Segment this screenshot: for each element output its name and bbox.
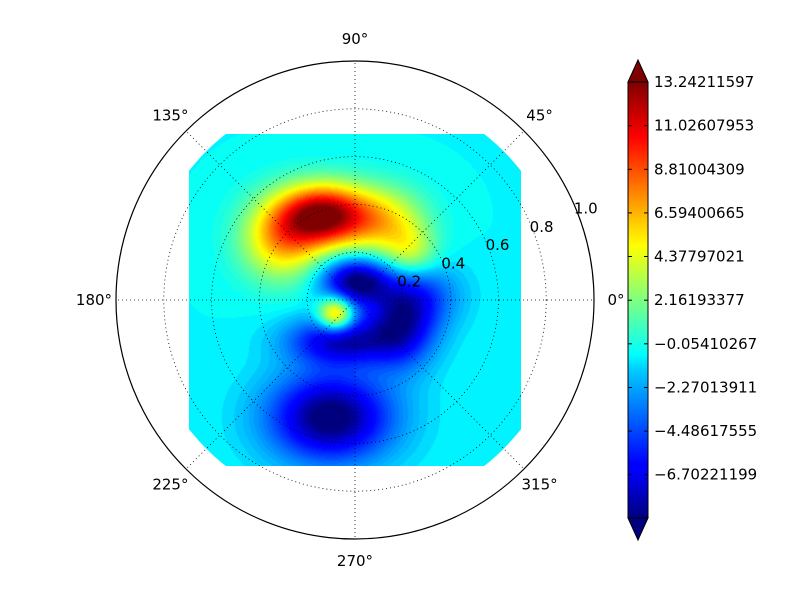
- colorbar-tick-label: −0.05410267: [654, 335, 757, 353]
- theta-tick-label: 315°: [522, 476, 558, 494]
- theta-gridline: [185, 130, 356, 301]
- theta-tick-label: 270°: [337, 552, 373, 570]
- r-tick-label: 0.2: [397, 273, 421, 291]
- r-tick-label: 0.6: [486, 236, 510, 254]
- r-gridline: [258, 203, 451, 396]
- theta-tick-label: 180°: [76, 291, 112, 309]
- theta-gridline: [185, 299, 356, 470]
- colorbar-tick-label: 8.81004309: [654, 160, 745, 178]
- colorbar-tick-label: −6.70221199: [654, 466, 757, 484]
- theta-tick-labels: 0° 45° 90° 135° 180° 225° 270° 315°: [76, 30, 625, 570]
- theta-tick-label: 90°: [342, 30, 369, 48]
- theta-gridline: [354, 299, 525, 470]
- theta-gridline: [354, 130, 525, 301]
- colorbar-tick-label: 4.37797021: [654, 248, 745, 266]
- theta-tick-label: 225°: [152, 476, 188, 494]
- colorbar-tick-label: 6.59400665: [654, 204, 745, 222]
- colorbar-ticks: 13.24211597 11.02607953 8.81004309 6.594006…: [628, 73, 757, 484]
- polar-frame: [115, 60, 595, 540]
- r-tick-label: 0.4: [441, 254, 465, 272]
- colorbar: 13.24211597 11.02607953 8.81004309 6.594006…: [627, 58, 757, 542]
- polar-grid: [116, 61, 594, 539]
- r-gridline: [211, 156, 499, 444]
- r-tick-label: 1.0: [574, 200, 598, 218]
- colorbar-extend-min: [627, 517, 649, 542]
- colorbar-extend-max: [627, 58, 649, 83]
- r-gridline: [306, 251, 404, 349]
- colorbar-tick-label: 13.24211597: [654, 73, 754, 91]
- r-tick-label: 0.8: [530, 218, 554, 236]
- theta-tick-label: 45°: [526, 106, 553, 124]
- theta-tick-label: 0°: [607, 291, 624, 309]
- colorbar-tick-label: 11.02607953: [654, 117, 754, 135]
- colorbar-tick-label: −2.27013911: [654, 379, 757, 397]
- colorbar-tick-label: −4.48617555: [654, 422, 757, 440]
- theta-tick-label: 135°: [152, 106, 188, 124]
- colorbar-tick-label: 2.16193377: [654, 291, 745, 309]
- polar-axes: 0°45°90°135°180°225°270°315° 0.20.40.60.…: [76, 30, 625, 570]
- r-gridline: [163, 108, 547, 492]
- r-tick-labels: 0.2 0.4 0.6 0.8 1.0: [397, 200, 597, 291]
